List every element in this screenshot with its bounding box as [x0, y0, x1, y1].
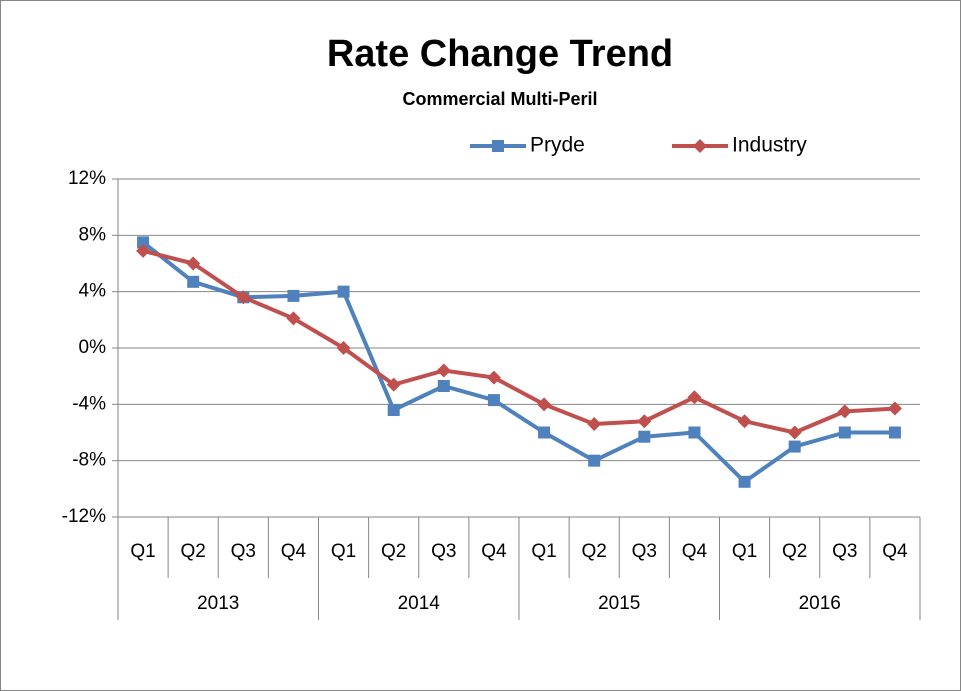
- x-tick-label: Q2: [381, 541, 406, 562]
- marker: [738, 475, 751, 488]
- marker: [693, 139, 707, 153]
- marker: [587, 417, 602, 432]
- marker: [436, 363, 451, 378]
- y-tick-label: 12%: [68, 168, 106, 189]
- year-label: 2014: [398, 593, 441, 614]
- series-line: [142, 248, 896, 435]
- x-tick-label: Q4: [682, 541, 708, 562]
- marker: [888, 426, 901, 439]
- x-tick-label: Q4: [882, 541, 908, 562]
- marker: [688, 426, 701, 439]
- year-label: 2015: [598, 593, 640, 614]
- x-tick-label: Q1: [531, 541, 556, 562]
- marker: [837, 404, 852, 419]
- marker: [687, 390, 702, 405]
- x-tick-label: Q4: [481, 541, 507, 562]
- marker: [788, 440, 801, 453]
- marker: [492, 140, 504, 152]
- marker: [286, 311, 301, 326]
- x-tick-label: Q3: [231, 541, 256, 562]
- marker: [637, 414, 652, 429]
- year-label: 2016: [799, 593, 841, 614]
- chart-title: Rate Change Trend: [327, 33, 673, 75]
- marker: [287, 289, 300, 302]
- marker: [588, 454, 601, 467]
- marker: [336, 341, 351, 355]
- marker: [137, 236, 150, 249]
- marker: [787, 425, 802, 440]
- marker: [186, 256, 201, 271]
- marker: [136, 243, 151, 258]
- x-tick-label: Q1: [732, 541, 757, 562]
- marker: [537, 397, 552, 412]
- x-tick-label: Q2: [181, 541, 206, 562]
- marker: [187, 275, 200, 288]
- marker: [538, 426, 551, 439]
- x-tick-label: Q2: [582, 541, 607, 562]
- x-tick-label: Q1: [331, 541, 356, 562]
- marker: [386, 377, 401, 392]
- y-tick-label: 8%: [79, 224, 107, 245]
- marker: [737, 414, 752, 429]
- chart-subtitle: Commercial Multi-Peril: [402, 89, 597, 109]
- marker: [486, 370, 501, 385]
- x-tick-label: Q2: [782, 541, 807, 562]
- y-tick-label: 0%: [79, 337, 107, 358]
- y-tick-label: 4%: [79, 281, 107, 302]
- series-line: [141, 240, 895, 484]
- y-tick-label: -8%: [72, 450, 106, 471]
- marker: [638, 430, 651, 443]
- x-tick-label: Q3: [431, 541, 456, 562]
- marker: [887, 401, 902, 416]
- y-tick-label: -4%: [72, 393, 106, 414]
- legend-label: Pryde: [530, 134, 585, 157]
- x-tick-label: Q1: [130, 541, 155, 562]
- x-tick-label: Q4: [281, 541, 307, 562]
- marker: [437, 380, 450, 393]
- year-label: 2013: [197, 593, 239, 614]
- x-tick-label: Q3: [632, 541, 657, 562]
- marker: [337, 285, 350, 298]
- x-tick-label: Q3: [832, 541, 857, 562]
- marker: [487, 394, 500, 407]
- legend-label: Industry: [732, 134, 807, 157]
- marker: [236, 290, 251, 305]
- marker: [838, 426, 851, 439]
- marker: [387, 403, 400, 416]
- y-tick-label: -12%: [62, 506, 106, 527]
